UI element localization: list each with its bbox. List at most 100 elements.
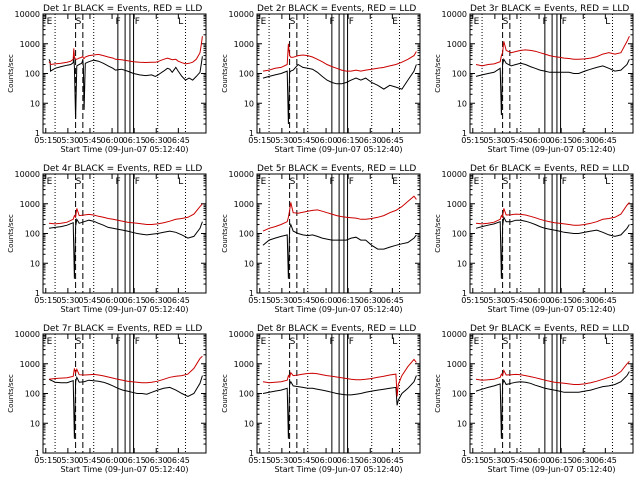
- x-axis-label: Start Time (09-Jun-07 05:12:40): [61, 465, 189, 474]
- x-tick-label: 05:30: [56, 456, 79, 465]
- x-tick-label: 05:30: [270, 136, 293, 145]
- x-tick-label: 05:15: [461, 296, 484, 305]
- x-tick-label: 05:30: [270, 456, 293, 465]
- panel-title: Det 9r BLACK = Events, RED = LLD: [470, 324, 629, 334]
- segment-label: F: [349, 17, 354, 27]
- segment-label: F: [562, 17, 567, 27]
- x-tick-label: 06:15: [550, 296, 573, 305]
- y-axis-label: Counts/sec: [434, 214, 442, 253]
- x-tick-label: 05:30: [483, 456, 506, 465]
- segment-label: F: [562, 337, 567, 347]
- y-tick-label: 10000: [229, 170, 254, 179]
- plot-frame: [42, 13, 207, 134]
- x-tick-label: 06:45: [594, 136, 617, 145]
- panel-2: Det 2r BLACK = Events, RED = LLD 1 10 100 10…: [221, 4, 421, 154]
- x-tick-label: 06:15: [337, 296, 360, 305]
- panel-title: Det 8r BLACK = Events, RED = LLD: [257, 324, 416, 334]
- x-tick-label: 06:30: [145, 296, 168, 305]
- x-tick-label: 06:30: [359, 136, 382, 145]
- panel-title: Det 3r BLACK = Events, RED = LLD: [470, 4, 629, 14]
- y-tick-label: 1: [462, 449, 467, 458]
- lld-series-line: [262, 358, 417, 397]
- events-series-line: [262, 222, 417, 279]
- segment-label: E: [474, 177, 480, 187]
- y-tick-label: 100: [452, 390, 467, 399]
- x-axis-label: Start Time (09-Jun-07 05:12:40): [275, 305, 403, 314]
- y-tick-label: 100: [239, 390, 254, 399]
- plot-frame: [469, 333, 634, 454]
- x-tick-label: 05:45: [505, 136, 528, 145]
- y-tick-label: 1000: [234, 40, 254, 49]
- events-series-line: [48, 217, 203, 279]
- plot-frame: [256, 173, 421, 294]
- panel-title: Det 2r BLACK = Events, RED = LLD: [257, 4, 416, 14]
- y-tick-label: 10: [244, 259, 254, 268]
- y-tick-label: 1: [249, 449, 254, 458]
- panel-4: Det 4r BLACK = Events, RED = LLD 1 10 100 10…: [7, 164, 207, 314]
- events-series-line: [262, 375, 417, 439]
- segment-label: E: [474, 17, 480, 27]
- segment-label: E: [47, 177, 53, 187]
- y-tick-label: 100: [452, 230, 467, 239]
- x-tick-label: 06:30: [145, 456, 168, 465]
- segment-label: F: [349, 177, 354, 187]
- x-tick-label: 05:15: [461, 136, 484, 145]
- segment-label: F: [542, 177, 547, 187]
- x-tick-label: 06:15: [550, 136, 573, 145]
- x-tick-label: 06:15: [123, 456, 146, 465]
- panel-5: Det 5r BLACK = Events, RED = LLD 1 10 100 10…: [221, 164, 421, 314]
- panel-title: Det 4r BLACK = Events, RED = LLD: [43, 164, 202, 174]
- y-tick-label: 10000: [442, 10, 467, 19]
- segment-label: F: [115, 337, 120, 347]
- x-axis-label: Start Time (09-Jun-07 05:12:40): [275, 465, 403, 474]
- panel-title: Det 7r BLACK = Events, RED = LLD: [43, 324, 202, 334]
- x-tick-label: 05:30: [483, 136, 506, 145]
- x-tick-label: 05:45: [505, 456, 528, 465]
- panel-title: Det 5r BLACK = Events, RED = LLD: [257, 164, 416, 174]
- lld-series-line: [475, 361, 630, 385]
- x-tick-label: 06:00: [101, 456, 124, 465]
- segment-label: F: [115, 17, 120, 27]
- plot-frame: [469, 13, 634, 134]
- segment-label: S: [290, 337, 296, 347]
- lld-series-line: [48, 355, 203, 384]
- x-tick-label: 06:45: [167, 456, 190, 465]
- x-tick-label: 05:45: [505, 296, 528, 305]
- lld-series-line: [475, 202, 630, 226]
- y-tick-label: 1000: [20, 360, 40, 369]
- plot-frame: [42, 173, 207, 294]
- x-tick-label: 06:15: [550, 456, 573, 465]
- lld-series-line: [262, 43, 417, 72]
- x-tick-label: 06:00: [315, 296, 338, 305]
- x-tick-label: 05:45: [292, 296, 315, 305]
- lld-series-line: [262, 195, 417, 232]
- x-tick-label: 05:15: [248, 456, 271, 465]
- x-tick-label: 06:45: [167, 296, 190, 305]
- y-axis-label: Counts/sec: [7, 54, 15, 93]
- segment-label: F: [135, 17, 140, 27]
- x-tick-label: 05:15: [248, 136, 271, 145]
- events-series-line: [48, 375, 203, 439]
- y-tick-label: 10000: [15, 10, 40, 19]
- x-axis-label: Start Time (09-Jun-07 05:12:40): [488, 305, 616, 314]
- x-tick-label: 06:45: [594, 456, 617, 465]
- x-tick-label: 05:45: [78, 296, 101, 305]
- segment-label: S: [503, 177, 509, 187]
- lld-series-line: [48, 36, 203, 66]
- x-axis-label: Start Time (09-Jun-07 05:12:40): [488, 465, 616, 474]
- x-tick-label: 05:45: [78, 136, 101, 145]
- panel-3: Det 3r BLACK = Events, RED = LLD 1 10 100 10…: [434, 4, 634, 154]
- y-tick-label: 100: [25, 70, 40, 79]
- x-tick-label: 06:00: [101, 296, 124, 305]
- lld-series-line: [48, 203, 203, 225]
- segment-label: E: [474, 337, 480, 347]
- y-axis-label: Counts/sec: [7, 214, 15, 253]
- panel-title: Det 1r BLACK = Events, RED = LLD: [43, 4, 202, 14]
- plot-frame: [469, 173, 634, 294]
- segment-label: E: [392, 177, 398, 187]
- y-tick-label: 100: [239, 230, 254, 239]
- y-tick-label: 1: [35, 449, 40, 458]
- segment-label: L: [392, 337, 397, 347]
- x-tick-label: 06:15: [123, 136, 146, 145]
